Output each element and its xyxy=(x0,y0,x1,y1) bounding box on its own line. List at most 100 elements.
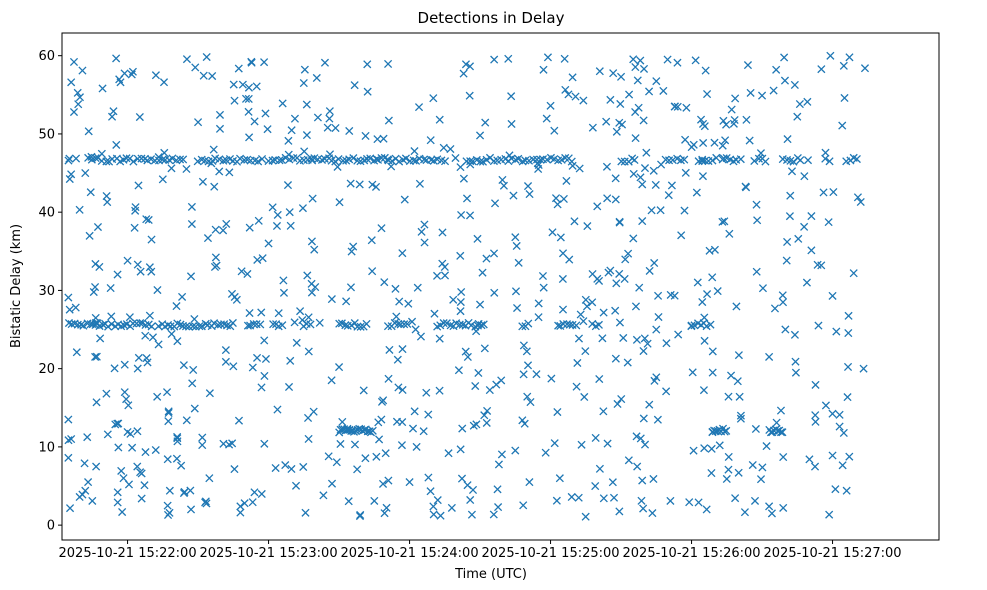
data-point xyxy=(741,183,751,192)
data-point xyxy=(444,449,453,458)
data-point xyxy=(519,501,528,510)
data-point xyxy=(154,153,163,162)
data-point xyxy=(576,310,585,319)
data-point xyxy=(71,154,81,163)
data-point xyxy=(236,502,245,511)
data-point xyxy=(668,155,677,165)
data-point xyxy=(416,332,426,341)
data-point xyxy=(424,410,433,419)
data-point xyxy=(313,113,322,122)
data-point xyxy=(632,335,641,344)
data-point xyxy=(284,136,293,145)
data-point xyxy=(129,157,138,166)
data-point xyxy=(681,168,690,177)
data-point xyxy=(750,496,760,505)
data-point xyxy=(133,364,142,373)
data-point xyxy=(278,99,287,108)
data-point xyxy=(670,102,679,111)
data-point xyxy=(783,135,792,144)
data-point xyxy=(113,270,122,279)
data-point xyxy=(367,236,376,245)
data-point xyxy=(414,103,424,112)
data-point xyxy=(800,172,809,181)
data-point xyxy=(534,299,543,308)
data-point xyxy=(466,160,475,169)
data-point xyxy=(821,154,830,163)
data-point xyxy=(419,427,428,436)
data-point xyxy=(710,245,719,254)
data-point xyxy=(702,505,711,514)
data-point xyxy=(111,420,120,429)
data-point xyxy=(198,440,207,450)
data-point xyxy=(253,255,262,264)
data-point xyxy=(64,453,73,462)
data-point xyxy=(368,180,377,189)
data-point xyxy=(603,439,612,448)
data-point xyxy=(72,348,81,357)
data-point xyxy=(565,255,574,264)
data-point xyxy=(700,313,709,322)
data-point xyxy=(435,386,444,395)
data-point xyxy=(632,432,641,441)
data-point xyxy=(465,211,475,220)
data-point xyxy=(84,478,93,487)
data-point xyxy=(368,426,377,435)
data-point xyxy=(525,478,534,487)
data-point xyxy=(323,123,332,132)
data-point xyxy=(611,174,620,183)
data-point xyxy=(290,318,299,327)
data-point xyxy=(689,140,698,149)
data-point xyxy=(382,503,391,512)
data-point xyxy=(552,496,561,505)
data-point xyxy=(385,345,394,354)
data-point xyxy=(617,157,626,166)
data-point xyxy=(511,155,520,164)
data-point xyxy=(636,173,645,182)
data-point xyxy=(315,318,324,327)
data-point xyxy=(708,156,717,165)
data-point xyxy=(447,503,456,512)
data-point xyxy=(504,54,513,63)
data-point xyxy=(568,161,577,170)
data-point xyxy=(410,147,419,156)
data-point xyxy=(689,446,698,455)
data-point xyxy=(298,204,307,213)
data-point xyxy=(356,322,365,331)
data-point xyxy=(73,88,82,97)
data-point xyxy=(829,187,838,197)
data-point xyxy=(523,361,533,370)
data-point xyxy=(107,112,117,121)
data-point xyxy=(67,78,76,87)
data-point xyxy=(113,498,122,507)
data-point xyxy=(778,291,787,300)
data-point xyxy=(125,313,134,322)
data-point xyxy=(828,451,837,460)
data-point xyxy=(325,150,335,159)
data-point xyxy=(394,383,403,392)
data-point xyxy=(193,157,202,166)
data-point xyxy=(194,118,203,127)
data-point xyxy=(254,216,263,225)
data-point xyxy=(602,162,612,171)
data-point xyxy=(317,155,327,164)
data-point xyxy=(426,487,435,496)
data-point xyxy=(824,218,833,227)
data-point xyxy=(71,303,80,312)
data-point xyxy=(599,308,608,317)
data-point xyxy=(467,510,476,519)
data-point xyxy=(130,223,139,232)
data-point xyxy=(520,419,529,428)
data-point xyxy=(371,182,381,191)
data-point xyxy=(791,357,800,366)
data-point xyxy=(724,392,733,401)
data-point xyxy=(257,383,266,392)
x-axis-label: Time (UTC) xyxy=(454,567,527,582)
data-point xyxy=(512,303,522,313)
data-point xyxy=(221,357,230,366)
data-point xyxy=(523,182,533,191)
data-point xyxy=(114,443,123,452)
data-point xyxy=(230,465,239,474)
plot-frame xyxy=(61,32,940,541)
data-point xyxy=(384,59,393,68)
data-point xyxy=(397,441,406,450)
